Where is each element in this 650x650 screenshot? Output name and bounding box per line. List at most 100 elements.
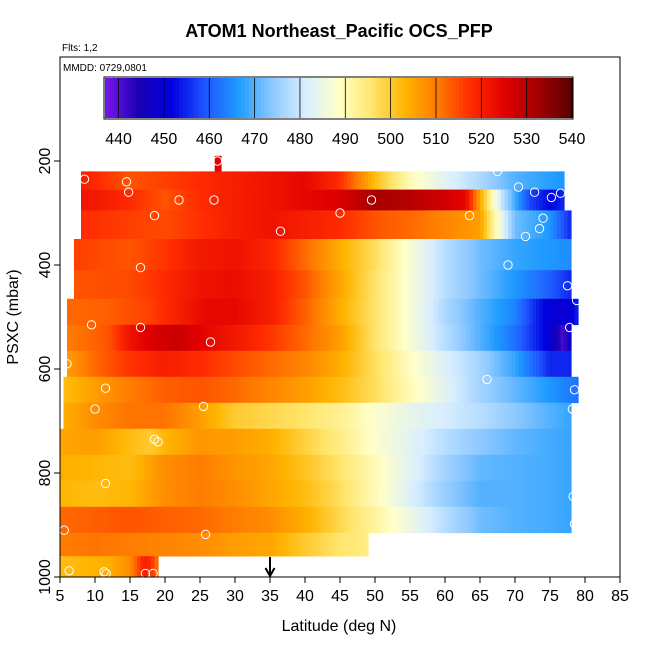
heatmap-cell	[438, 239, 443, 271]
colorbar-cell	[326, 78, 332, 118]
heatmap-cell	[88, 402, 93, 430]
heatmap-cell	[179, 454, 184, 482]
heatmap-cell	[161, 506, 166, 534]
heatmap-cell	[347, 428, 352, 456]
heatmap-cell	[77, 298, 82, 326]
heatmap-cell	[417, 428, 422, 456]
heatmap-cell	[182, 376, 187, 404]
heatmap-cell	[63, 402, 68, 430]
heatmap-cell	[228, 189, 233, 211]
heatmap-cell	[235, 298, 240, 326]
sample-marker	[148, 568, 158, 579]
colorbar-cell	[525, 78, 530, 118]
heatmap-cell	[203, 454, 208, 482]
heatmap-cell	[497, 189, 502, 211]
heatmap-cell	[172, 428, 177, 456]
heatmap-cell	[532, 376, 537, 404]
heatmap-cell	[518, 239, 523, 271]
heatmap-cell	[168, 171, 173, 190]
heatmap-cell	[266, 324, 271, 352]
heatmap-cell	[553, 454, 558, 482]
heatmap-cell	[154, 454, 159, 482]
heatmap-cell	[284, 171, 289, 190]
heatmap-cell	[347, 376, 352, 404]
heatmap-cell	[350, 171, 355, 190]
heatmap-cell	[438, 324, 443, 352]
heatmap-cell	[60, 454, 65, 482]
colorbar-cell	[136, 78, 141, 118]
heatmap-cell	[91, 270, 96, 300]
heatmap-cell	[511, 402, 516, 430]
colorbar-cell	[334, 78, 340, 118]
heatmap-cell	[182, 171, 187, 190]
heatmap-cell	[98, 454, 103, 482]
heatmap-cell	[175, 239, 180, 271]
heatmap-cell	[445, 350, 450, 378]
x-tick-label: 20	[156, 588, 174, 605]
heatmap-cell	[361, 506, 366, 534]
heatmap-cell	[312, 402, 317, 430]
heatmap-cell	[291, 402, 296, 430]
heatmap-cell	[161, 210, 166, 240]
heatmap-cell	[319, 480, 324, 508]
heatmap-cell	[536, 270, 541, 300]
heatmap-cell	[105, 298, 110, 326]
heatmap-cell	[238, 270, 243, 300]
colorbar-cell	[276, 78, 281, 118]
colorbar-cell	[517, 78, 523, 118]
heatmap-cell	[466, 298, 471, 326]
heatmap-cell	[448, 189, 453, 211]
heatmap-cell	[84, 556, 89, 578]
heatmap-cell	[123, 402, 128, 430]
heatmap-cell	[543, 270, 548, 300]
heatmap-cell	[284, 480, 289, 508]
colorbar-cell	[140, 78, 145, 118]
heatmap-cell	[144, 376, 149, 404]
heatmap-cell	[277, 239, 282, 271]
sample-marker	[567, 404, 578, 414]
heatmap-cell	[144, 171, 149, 190]
heatmap-cell	[284, 376, 289, 404]
heatmap-cell	[287, 171, 292, 190]
colorbar-cell	[373, 78, 379, 118]
x-tick-label: 30	[226, 588, 244, 605]
heatmap-cell	[214, 239, 219, 271]
heatmap-cell	[193, 171, 198, 190]
heatmap-cell	[172, 402, 177, 430]
heatmap-cell	[417, 298, 422, 326]
heatmap-cell	[119, 376, 124, 404]
heatmap-cell	[403, 270, 408, 300]
heatmap-cell	[466, 189, 471, 211]
heatmap-cell	[74, 324, 79, 352]
heatmap-cell	[228, 210, 233, 240]
heatmap-cell	[511, 454, 516, 482]
heatmap-cell	[161, 239, 166, 271]
heatmap-cell	[364, 189, 369, 211]
heatmap-cell	[515, 350, 520, 378]
heatmap-cell	[543, 324, 548, 352]
heatmap-cell	[277, 210, 282, 240]
heatmap-cell	[469, 480, 474, 508]
colorbar-cell	[120, 78, 126, 118]
heatmap-cell	[193, 189, 198, 211]
heatmap-cell	[413, 428, 418, 456]
heatmap-cell	[340, 324, 345, 352]
colorbar-cell	[303, 78, 308, 118]
heatmap-cell	[277, 350, 282, 378]
heatmap-cell	[350, 532, 355, 557]
heatmap-cell	[238, 506, 243, 534]
heatmap-cell	[403, 324, 408, 352]
heatmap-cell	[168, 210, 173, 240]
heatmap-cell	[235, 210, 240, 240]
heatmap-cell	[389, 402, 394, 430]
heatmap-cell	[287, 324, 292, 352]
heatmap-cell	[420, 298, 425, 326]
heatmap-cell	[473, 428, 478, 456]
heatmap-cell	[175, 376, 180, 404]
heatmap-cell	[420, 189, 425, 211]
heatmap-cell	[550, 239, 555, 271]
heatmap-cell	[308, 480, 313, 508]
heatmap-cell	[424, 506, 429, 534]
heatmap-cell	[350, 210, 355, 240]
heatmap-cell	[200, 210, 205, 240]
